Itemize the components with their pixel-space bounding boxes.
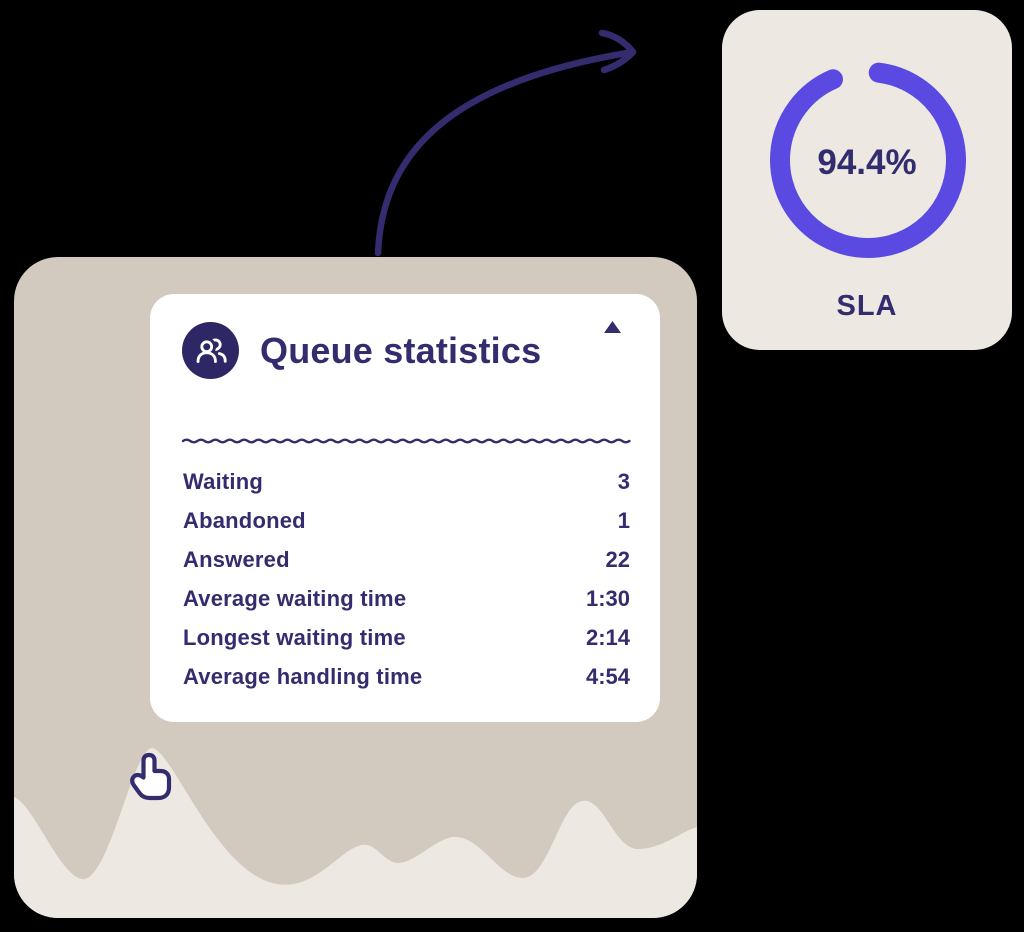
queue-statistics-card: Queue statistics Waiting 3 Abandoned 1 A… (150, 294, 660, 722)
stat-value: 22 (605, 546, 630, 572)
sla-card: 94.4% SLA (722, 10, 1012, 350)
stat-label: Answered (183, 546, 290, 572)
stat-value: 1:30 (585, 585, 630, 611)
stat-value: 2:14 (585, 624, 630, 650)
stat-value: 3 (617, 468, 630, 494)
stat-row: Average handling time 4:54 (183, 657, 630, 696)
stat-value: 1 (617, 507, 630, 533)
stat-label: Waiting (183, 468, 264, 494)
stat-row: Answered 22 (183, 540, 630, 579)
wave-decoration (14, 748, 697, 918)
stat-row: Average waiting time 1:30 (183, 579, 630, 618)
sla-percentage: 94.4% (817, 143, 917, 182)
queue-card-header: Queue statistics (182, 322, 628, 379)
queue-panel-background: Queue statistics Waiting 3 Abandoned 1 A… (14, 257, 697, 918)
triangle-up-icon (603, 321, 621, 333)
stat-row: Abandoned 1 (183, 501, 630, 540)
stats-list: Waiting 3 Abandoned 1 Answered 22 Averag… (183, 462, 630, 696)
stat-row: Waiting 3 (183, 462, 630, 501)
hand-cursor-icon (130, 752, 172, 801)
stat-row: Longest waiting time 2:14 (183, 618, 630, 657)
sla-progress-ring (770, 62, 966, 258)
stat-label: Abandoned (183, 507, 306, 533)
stat-value: 4:54 (585, 663, 630, 689)
collapse-toggle[interactable] (600, 317, 624, 337)
stat-label: Average waiting time (183, 585, 407, 611)
queue-card-title: Queue statistics (260, 329, 542, 371)
sla-label: SLA (836, 290, 898, 322)
curved-arrow (374, 29, 637, 257)
stat-label: Longest waiting time (183, 624, 406, 650)
users-icon (182, 322, 239, 379)
stat-label: Average handling time (183, 663, 423, 689)
wavy-divider (181, 438, 631, 444)
